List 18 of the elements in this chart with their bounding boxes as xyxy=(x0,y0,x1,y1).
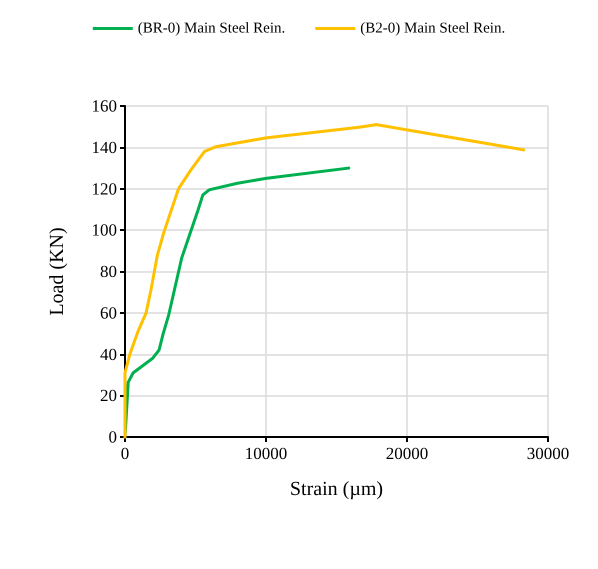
x-tick-label: 10000 xyxy=(244,444,288,463)
x-tick-label: 30000 xyxy=(526,444,570,463)
y-tick-label: 80 xyxy=(100,262,117,281)
y-tick-label: 160 xyxy=(92,96,117,116)
y-tick-label: 0 xyxy=(108,428,117,446)
y-tick-label: 20 xyxy=(100,386,117,406)
x-tick-label: 0 xyxy=(120,444,130,463)
x-tick-label: 20000 xyxy=(386,444,428,463)
y-tick-label: 120 xyxy=(92,179,117,198)
legend-label: (B2-0) Main Steel Rein. xyxy=(360,20,506,36)
y-tick-label: 100 xyxy=(92,220,117,240)
line-series xyxy=(124,123,526,438)
legend-label: (BR-0) Main Steel Rein. xyxy=(138,20,286,36)
y-tick-label: 60 xyxy=(100,303,117,322)
y-tick-label: 40 xyxy=(100,344,117,364)
y-tick-label: 140 xyxy=(92,138,117,157)
x-axis-title: Strain (µm) xyxy=(290,478,384,500)
y-axis-title: Load (KN) xyxy=(46,227,68,316)
